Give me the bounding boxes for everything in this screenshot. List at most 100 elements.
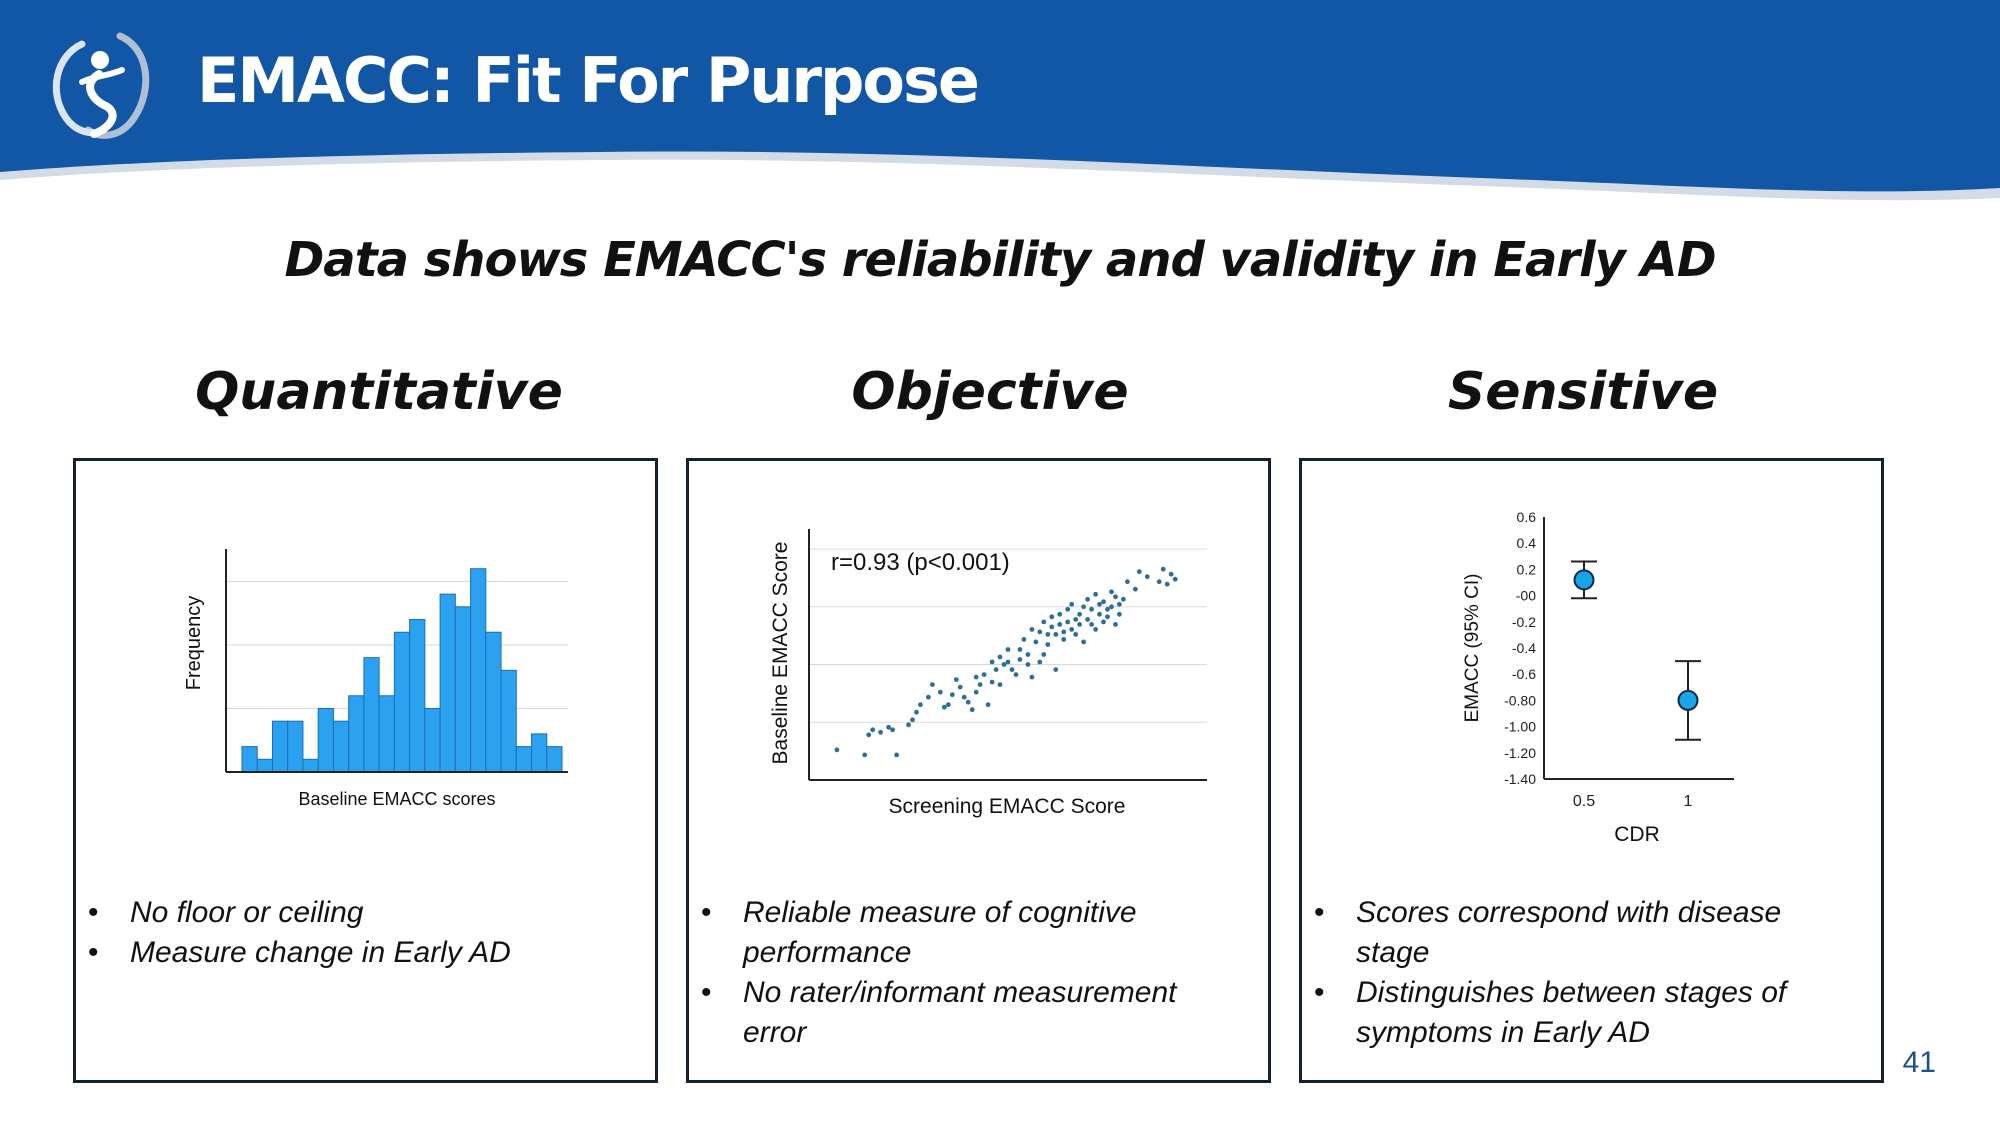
panel-sensitive: 0.6 0.4 0.2 -00 -0.2 -0.4 -0.6 -0.80 -1.00 -1.20 -… (1299, 458, 1884, 1083)
scatter-point (1013, 672, 1019, 677)
scatter-point (914, 709, 919, 715)
bullet-item: Reliable measure of cognitive performanc… (701, 893, 1244, 973)
scatter-point (1085, 617, 1090, 622)
histogram-bar (454, 606, 472, 773)
histogram-bar (439, 593, 456, 773)
scatter-point (906, 722, 911, 728)
histogram-bar (546, 746, 563, 773)
scatter-point (1109, 589, 1114, 595)
scatter-point (1065, 619, 1071, 625)
scatter-point (945, 702, 951, 708)
errorbar-y-tick-label: -1.20 (1504, 745, 1536, 761)
scatter-point (941, 704, 947, 710)
scatter-point (949, 692, 955, 698)
errorbar-y-tick-label: 0.6 (1517, 509, 1537, 525)
scatter-point (890, 727, 895, 733)
errorbar-y-label: EMACC (95% CI) (1462, 574, 1483, 723)
scatter-point (1117, 611, 1122, 617)
errorbar-mean-marker (1573, 569, 1595, 591)
scatter-point (1077, 611, 1082, 617)
scatter-point (894, 752, 899, 758)
scatter-point (910, 717, 915, 723)
scatter-point (957, 684, 963, 690)
scatter-point (926, 694, 931, 700)
bullets-quantitative: No floor or ceiling Measure change in Ea… (76, 893, 655, 973)
panel-quantitative: Baseline EMACC scores Frequency No floor… (73, 458, 658, 1083)
scatter-point (989, 679, 995, 685)
scatter-point (1001, 662, 1007, 667)
histogram-bar (302, 758, 319, 773)
histogram-bar (348, 695, 365, 773)
histogram-bar (256, 758, 273, 773)
scatter-point (1017, 647, 1023, 652)
errorbar-x-ticks: 0.5 1 (1573, 793, 1693, 810)
errorbar-mean-marker (1677, 689, 1699, 711)
scatter-point (886, 724, 891, 730)
scatter-point (1168, 571, 1174, 577)
scatter-point (985, 702, 991, 708)
scatter-point (1049, 624, 1055, 630)
slide-subtitle: Data shows EMACC's reliability and valid… (284, 232, 1716, 288)
errorbar-y-tick-label: -1.00 (1504, 719, 1536, 735)
scatter-point (1009, 667, 1015, 672)
heading-quantitative: Quantitative (195, 362, 563, 422)
scatter-point (1017, 657, 1023, 662)
errorbar-y-tick-label: -0.4 (1512, 640, 1536, 656)
histogram-y-label: Frequency (183, 596, 205, 691)
histogram-bar (287, 720, 304, 773)
scatter-point (1025, 662, 1031, 667)
bullets-objective: Reliable measure of cognitive performanc… (689, 893, 1268, 1053)
histogram-bar (500, 669, 517, 773)
bullet-item: Measure change in Early AD (88, 933, 631, 973)
scatter-point (1085, 596, 1090, 602)
scatter-point (870, 727, 876, 733)
panel-objective: r=0.93 (p<0.001) Screening EMACC Score B… (686, 458, 1271, 1083)
scatter-point (1097, 611, 1102, 617)
scatter-point (1053, 667, 1059, 672)
errorbar-y-tick-label: -0.6 (1512, 666, 1536, 682)
errorbar-y-ticks: 0.6 0.4 0.2 -00 -0.2 -0.4 -0.6 -0.80 -1.00 -1.20 -… (1504, 509, 1536, 787)
scatter-point (1029, 627, 1035, 632)
scatter-point (1105, 614, 1110, 620)
scatter-point (1025, 652, 1031, 657)
bullet-item: Scores correspond with disease stage (1314, 893, 1857, 973)
scatter-point (1069, 601, 1075, 607)
scatter-point (1061, 629, 1067, 635)
scatter-point (997, 682, 1003, 687)
scatter-point (1113, 594, 1118, 600)
scatter-point (1136, 569, 1142, 575)
scatter-point (1125, 579, 1130, 585)
errorbar-y-tick-label: -0.80 (1504, 692, 1536, 708)
scatter-point (953, 677, 959, 682)
errorbar-chart: 0.6 0.4 0.2 -00 -0.2 -0.4 -0.6 -0.80 -1.00 -1.20 -… (1462, 509, 1734, 846)
scatter-point (1160, 566, 1166, 572)
histogram-bar (393, 631, 411, 773)
scatter-point (1077, 622, 1082, 627)
histogram-bar (332, 720, 350, 773)
errorbar-x-tick-label: 0.5 (1573, 793, 1595, 810)
scatter-point (1073, 632, 1079, 637)
scatter-point (997, 654, 1003, 660)
scatter-point (862, 752, 868, 758)
scatter-point (1057, 622, 1063, 627)
errorbar-y-tick-label: 0.4 (1517, 535, 1537, 551)
scatter-point (1037, 629, 1043, 635)
heading-objective: Objective (851, 362, 1129, 422)
scatter-point (989, 659, 995, 665)
scatter-point (1089, 606, 1094, 612)
slide-title: EMACC: Fit For Purpose (197, 44, 980, 117)
scatter-point (1021, 637, 1027, 642)
scatter-point (866, 732, 872, 738)
scatter-point (969, 707, 975, 713)
scatter-point (1097, 601, 1102, 607)
errorbar-y-tick-label: -1.40 (1504, 771, 1536, 787)
scatter-point (918, 702, 923, 708)
heading-sensitive: Sensitive (1447, 362, 1719, 422)
scatter-point (1073, 617, 1079, 622)
header-banner (0, 0, 2000, 201)
errorbar-y-tick-label: -0.2 (1512, 614, 1536, 630)
histogram-bar (317, 707, 334, 773)
scatter-point (1164, 581, 1170, 587)
scatter-point (1093, 591, 1098, 597)
histogram-bar (531, 733, 548, 773)
